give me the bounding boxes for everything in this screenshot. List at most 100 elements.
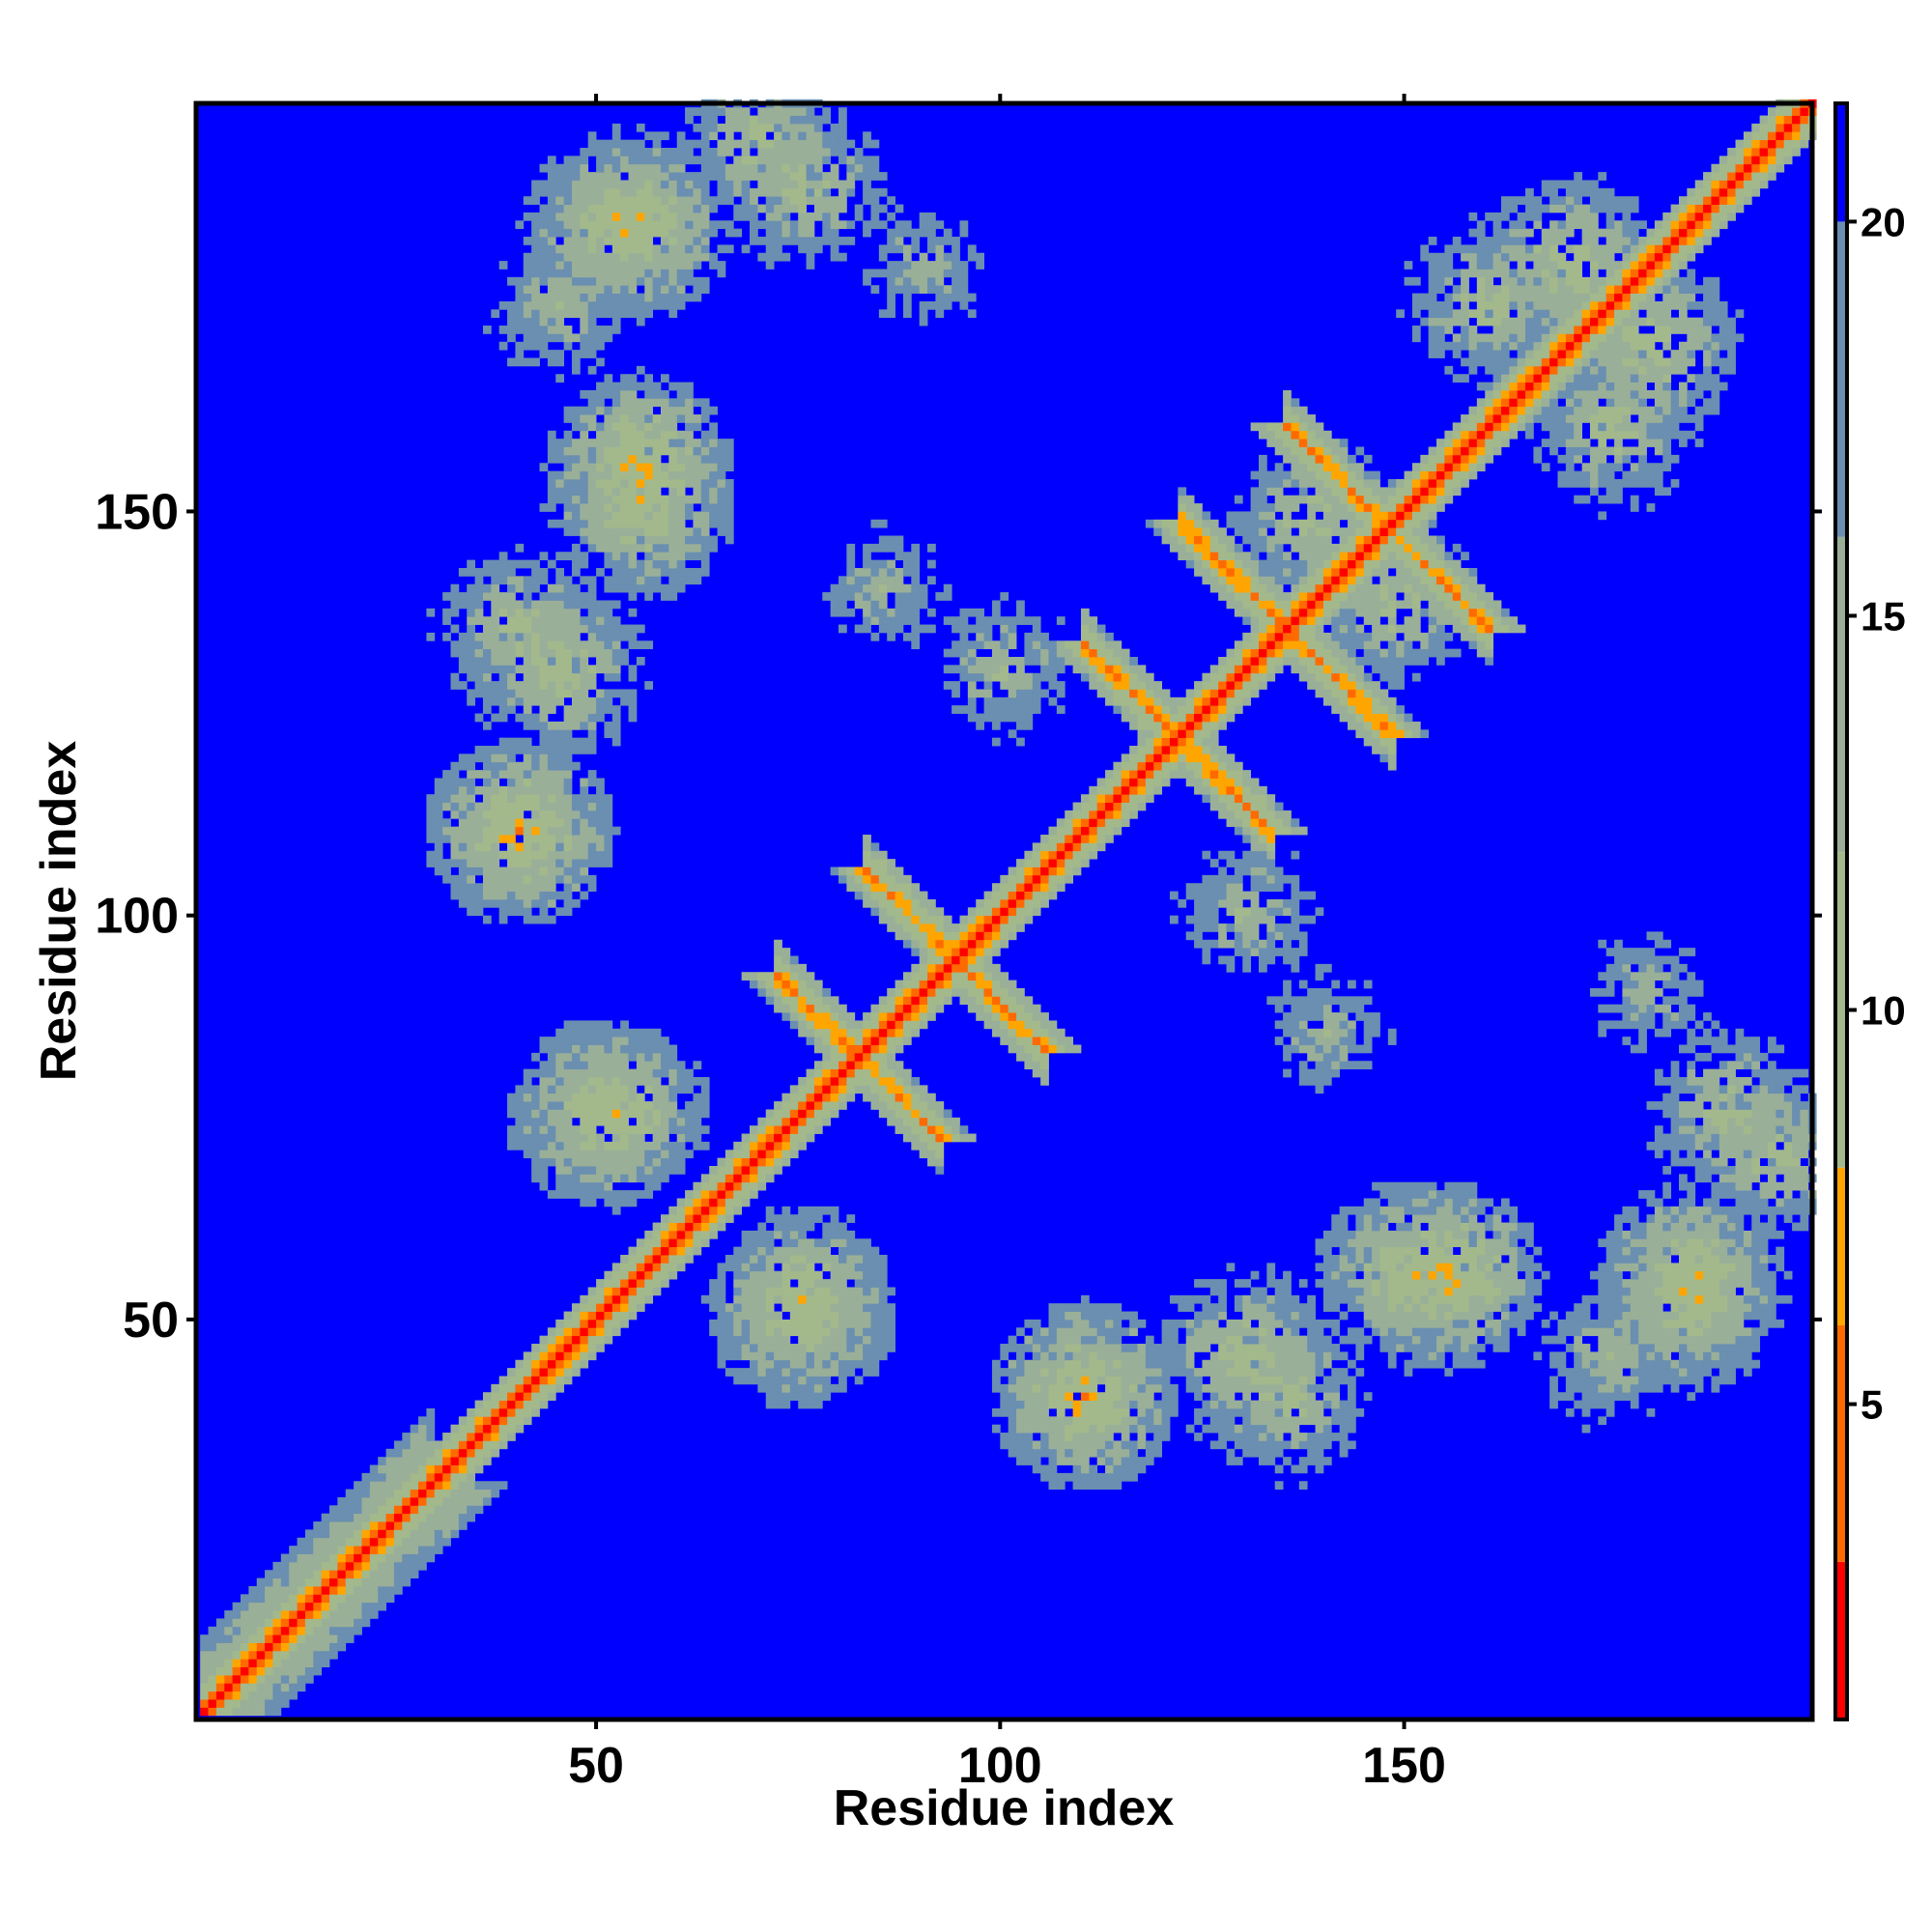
heatmap-cell xyxy=(733,1311,743,1321)
heatmap-cell xyxy=(628,1076,638,1086)
heatmap-cell xyxy=(676,389,686,399)
heatmap-cell xyxy=(806,187,815,197)
heatmap-cell xyxy=(878,244,888,254)
heatmap-cell xyxy=(467,802,475,811)
heatmap-cell xyxy=(458,778,468,787)
heatmap-cell xyxy=(539,1101,549,1110)
heatmap-cell xyxy=(467,665,475,674)
heatmap-cell xyxy=(620,252,629,262)
heatmap-cell xyxy=(474,1481,484,1490)
heatmap-cell xyxy=(870,1311,880,1321)
heatmap-cell xyxy=(919,948,928,956)
heatmap-cell xyxy=(676,285,686,294)
heatmap-cell xyxy=(781,1157,791,1167)
heatmap-cell xyxy=(902,1133,912,1143)
heatmap-cell xyxy=(620,196,629,205)
heatmap-cell xyxy=(660,1109,669,1119)
heatmap-cell xyxy=(539,333,549,343)
heatmap-cell xyxy=(959,1125,969,1134)
heatmap-cell xyxy=(547,187,556,197)
heatmap-cell xyxy=(361,1561,371,1571)
heatmap-cell xyxy=(426,1537,436,1547)
heatmap-cell xyxy=(838,1279,847,1288)
heatmap-cell xyxy=(539,1344,549,1352)
heatmap-cell xyxy=(952,931,960,941)
heatmap-cell xyxy=(644,527,654,536)
heatmap-cell xyxy=(604,1068,613,1078)
heatmap-cell xyxy=(491,883,500,892)
heatmap-cell xyxy=(587,1150,597,1159)
heatmap-cell xyxy=(531,1351,540,1361)
heatmap-cell xyxy=(297,1666,306,1676)
heatmap-cell xyxy=(798,180,807,189)
heatmap-cell xyxy=(838,1327,847,1337)
heatmap-cell xyxy=(676,1150,686,1159)
heatmap-cell xyxy=(539,300,549,310)
heatmap-cell xyxy=(952,293,960,302)
heatmap-cell xyxy=(887,1068,895,1078)
heatmap-cell xyxy=(806,1028,815,1037)
heatmap-cell xyxy=(878,1012,888,1021)
heatmap-cell xyxy=(596,527,605,536)
heatmap-cell xyxy=(652,1238,662,1248)
heatmap-cell xyxy=(434,1521,443,1530)
heatmap-cell xyxy=(685,252,694,262)
heatmap-cell xyxy=(668,1076,678,1086)
heatmap-cell xyxy=(337,1561,347,1571)
heatmap-cell xyxy=(1024,681,1034,690)
heatmap-cell xyxy=(208,1666,217,1676)
heatmap-cell xyxy=(652,1061,662,1070)
heatmap-cell xyxy=(321,1546,330,1554)
heatmap-cell xyxy=(563,1028,573,1037)
heatmap-cell xyxy=(369,1561,379,1571)
heatmap-cell xyxy=(507,810,516,819)
heatmap-cell xyxy=(474,640,484,650)
heatmap-cell xyxy=(652,1085,662,1094)
heatmap-cell xyxy=(870,187,880,197)
heatmap-cell xyxy=(1008,874,1017,884)
heatmap-cell xyxy=(571,365,581,375)
heatmap-cell xyxy=(700,123,710,132)
heatmap-cell xyxy=(498,874,508,884)
heatmap-cell xyxy=(474,867,484,876)
heatmap-cell xyxy=(467,592,475,601)
heatmap-cell xyxy=(604,1319,613,1328)
heatmap-cell xyxy=(902,1109,912,1119)
heatmap-cell xyxy=(830,1044,839,1054)
heatmap-cell xyxy=(700,470,710,480)
heatmap-cell xyxy=(991,696,1001,706)
heatmap-cell xyxy=(571,810,581,819)
heatmap-cell xyxy=(265,1585,273,1595)
heatmap-cell xyxy=(523,300,532,310)
heatmap-cell xyxy=(976,1004,984,1013)
heatmap-cell xyxy=(717,503,726,512)
heatmap-cell xyxy=(620,543,629,553)
heatmap-cell xyxy=(806,1085,815,1094)
heatmap-cell xyxy=(724,180,734,189)
heatmap-cell xyxy=(547,835,556,843)
heatmap-cell xyxy=(644,503,654,512)
heatmap-cell xyxy=(700,1206,710,1215)
heatmap-cell xyxy=(515,770,525,779)
heatmap-cell xyxy=(208,1626,217,1635)
heatmap-cell xyxy=(531,891,540,900)
heatmap-cell xyxy=(571,511,581,521)
heatmap-cell xyxy=(660,446,669,456)
heatmap-cell xyxy=(620,148,629,156)
heatmap-cell xyxy=(935,987,945,997)
heatmap-cell xyxy=(354,1570,362,1579)
heatmap-cell xyxy=(280,1626,290,1635)
heatmap-cell xyxy=(531,326,540,334)
heatmap-cell xyxy=(523,883,532,892)
heatmap-cell xyxy=(830,1093,839,1102)
heatmap-cell xyxy=(757,172,767,181)
heatmap-cell xyxy=(563,859,573,867)
heatmap-cell xyxy=(580,293,589,302)
heatmap-cell xyxy=(935,1157,945,1167)
heatmap-cell xyxy=(813,1238,823,1248)
heatmap-cell xyxy=(919,1093,928,1102)
heatmap-cell xyxy=(781,1206,791,1215)
heatmap-cell xyxy=(596,835,605,843)
heatmap-cell xyxy=(685,1068,694,1078)
heatmap-cell xyxy=(547,503,556,512)
